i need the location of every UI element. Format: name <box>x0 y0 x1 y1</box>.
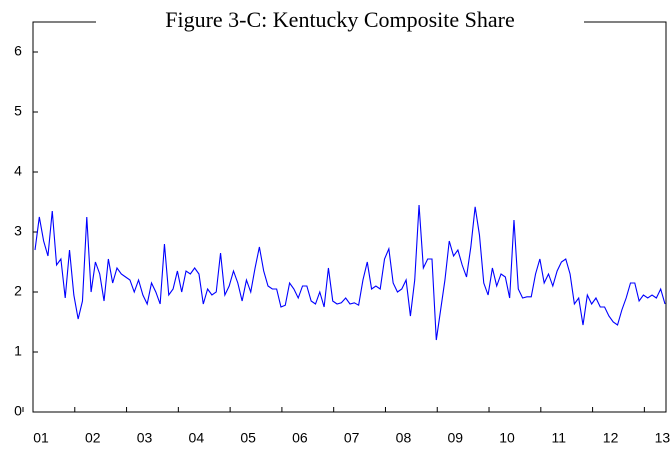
y-tick-label: 4 <box>14 163 22 179</box>
data-line <box>34 204 666 341</box>
x-tick-label: 10 <box>499 430 515 446</box>
x-tick-label: 07 <box>344 430 360 446</box>
title-background <box>96 8 584 36</box>
y-tick-label: 6 <box>14 43 22 59</box>
x-tick-label: 13 <box>655 430 671 446</box>
y-tick-label: 2 <box>14 283 22 299</box>
x-tick-label: 04 <box>189 430 205 446</box>
x-tick-label: 01 <box>33 430 49 446</box>
x-tick-label: 12 <box>603 430 619 446</box>
x-tick-label: 03 <box>137 430 153 446</box>
y-tick-label: 0 <box>14 403 22 419</box>
x-tick-label: 08 <box>396 430 412 446</box>
x-tick-label: 02 <box>85 430 101 446</box>
plot-frame <box>32 21 667 413</box>
y-tick-label: 3 <box>14 223 22 239</box>
x-tick-label: 09 <box>447 430 463 446</box>
chart-title: Figure 3-C: Kentucky Composite Share <box>165 7 515 32</box>
y-tick-label: 1 <box>14 343 22 359</box>
x-tick-label: 05 <box>240 430 256 446</box>
x-tick-label: 11 <box>552 430 567 446</box>
y-tick-label: 5 <box>14 103 22 119</box>
x-tick-label: 06 <box>292 430 308 446</box>
